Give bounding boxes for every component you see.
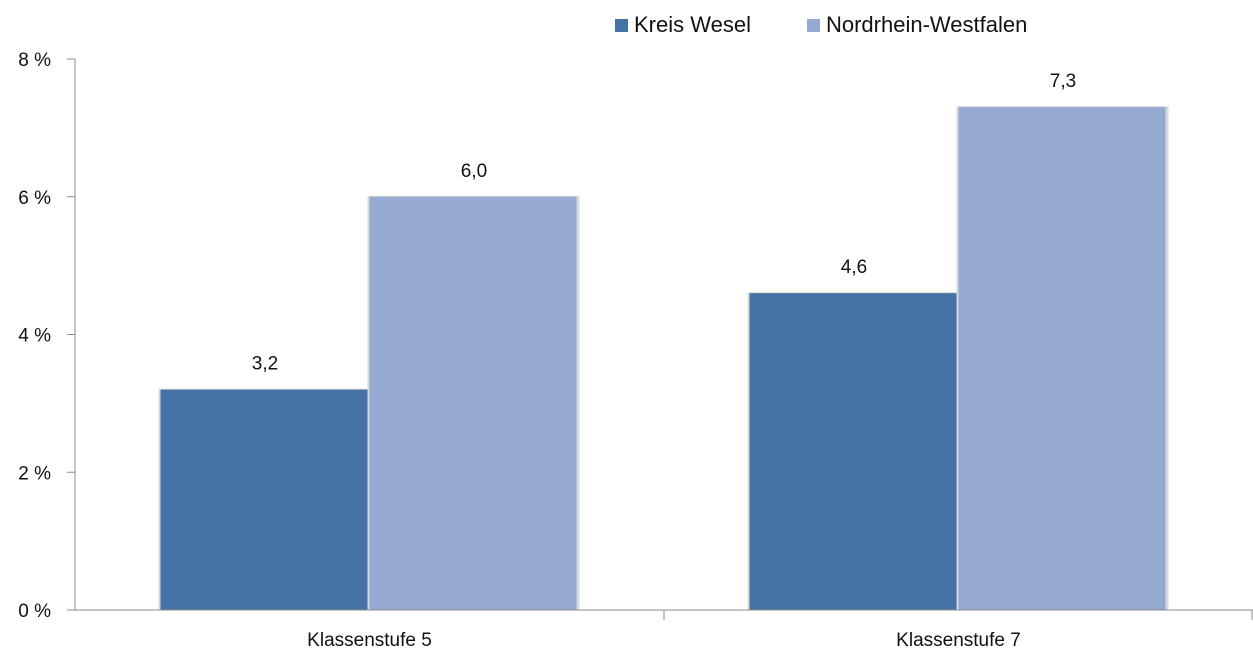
data-label: 4,6	[841, 257, 867, 278]
data-label: 3,2	[252, 354, 278, 375]
legend-label-kreis-wesel: Kreis Wesel	[634, 12, 751, 37]
bar-kreis-wesel	[160, 389, 368, 610]
legend-swatch-kreis-wesel	[615, 18, 628, 32]
y-tick-label: 4 %	[18, 326, 51, 347]
y-tick-label: 6 %	[18, 188, 51, 209]
x-tick-label: Klassenstufe 7	[896, 630, 1021, 651]
labels-layer: 3,2 6,0 Klassenstufe 5 4,6 7,3 Klassenstufe 7	[252, 71, 1076, 651]
chart-legend: Kreis Wesel Nordrhein-Westfalen	[615, 12, 1083, 38]
data-label: 7,3	[1050, 71, 1076, 92]
bar-kreis-wesel	[749, 293, 957, 610]
axis-layer: 0 % 2 % 4 % 6 % 8 %	[18, 50, 1253, 622]
legend-item-kreis-wesel: Kreis Wesel	[615, 12, 751, 38]
legend-label-nordrhein-westfalen: Nordrhein-Westfalen	[825, 12, 1028, 37]
y-tick-label: 2 %	[18, 463, 51, 484]
legend-item-nordrhein-westfalen: Nordrhein-Westfalen	[806, 12, 1028, 38]
y-tick-label: 0 %	[18, 601, 51, 622]
y-tick-label: 8 %	[18, 50, 51, 71]
x-tick-label: Klassenstufe 5	[307, 630, 432, 651]
bar-nordrhein-westfalen	[369, 196, 577, 610]
bar-nordrhein-westfalen	[958, 107, 1166, 611]
data-label: 6,0	[461, 161, 487, 182]
legend-swatch-nordrhein-westfalen	[806, 18, 820, 32]
bars-layer	[158, 106, 1169, 611]
